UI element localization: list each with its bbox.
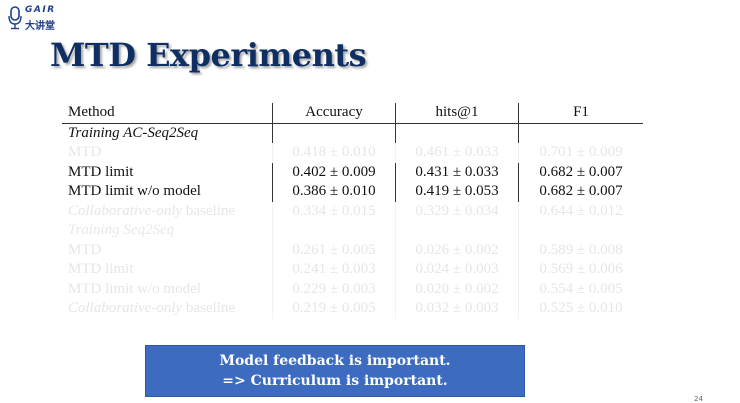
table-row: MTD 0.418 ± 0.010 0.461 ± 0.033 0.701 ± … bbox=[62, 143, 643, 163]
row-method: MTD bbox=[68, 144, 102, 160]
gair-logo: GAIR 大讲堂 bbox=[8, 4, 68, 34]
row-accuracy: 0.402 ± 0.009 bbox=[272, 162, 396, 182]
header-hits1: hits@1 bbox=[395, 103, 519, 124]
row-hits1: 0.431 ± 0.033 bbox=[395, 162, 519, 182]
row-method: Collaborative-only baseline bbox=[68, 300, 236, 316]
section-label: Training AC-Seq2Seq bbox=[68, 124, 199, 141]
row-accuracy: 0.334 ± 0.015 bbox=[272, 201, 396, 221]
results-table: Method Accuracy hits@1 F1 Training AC-Se… bbox=[62, 103, 643, 319]
table-row: Collaborative-only baseline 0.219 ± 0.00… bbox=[62, 299, 643, 319]
row-f1: 0.701 ± 0.009 bbox=[518, 143, 643, 163]
row-f1: 0.682 ± 0.007 bbox=[518, 162, 643, 182]
section-label: Training Seq2Seq bbox=[68, 222, 175, 238]
table-row: MTD 0.261 ± 0.005 0.026 ± 0.002 0.589 ± … bbox=[62, 240, 643, 260]
row-method: MTD limit bbox=[68, 163, 134, 180]
row-f1: 0.682 ± 0.007 bbox=[518, 182, 643, 202]
table-row: MTD limit 0.402 ± 0.009 0.431 ± 0.033 0.… bbox=[62, 162, 643, 182]
page-number: 24 bbox=[694, 395, 703, 403]
callout-line-2: => Curriculum is important. bbox=[222, 373, 448, 389]
row-hits1: 0.329 ± 0.034 bbox=[395, 201, 519, 221]
row-accuracy: 0.261 ± 0.005 bbox=[272, 240, 396, 260]
row-hits1: 0.032 ± 0.003 bbox=[395, 299, 519, 319]
table-row: Collaborative-only baseline 0.334 ± 0.01… bbox=[62, 201, 643, 221]
header-method: Method bbox=[62, 103, 273, 124]
row-accuracy: 0.241 ± 0.003 bbox=[272, 260, 396, 280]
row-accuracy: 0.219 ± 0.005 bbox=[272, 299, 396, 319]
row-accuracy: 0.229 ± 0.003 bbox=[272, 279, 396, 299]
callout-box: Model feedback is important. => Curricul… bbox=[145, 345, 525, 397]
header-f1: F1 bbox=[518, 103, 643, 124]
row-method: Collaborative-only baseline bbox=[68, 202, 236, 219]
row-f1: 0.644 ± 0.012 bbox=[518, 201, 643, 221]
row-f1: 0.554 ± 0.005 bbox=[518, 279, 643, 299]
table-row: MTD limit w/o model 0.386 ± 0.010 0.419 … bbox=[62, 182, 643, 202]
table-header-row: Method Accuracy hits@1 F1 bbox=[62, 103, 643, 124]
table-row: MTD limit w/o model 0.229 ± 0.003 0.020 … bbox=[62, 279, 643, 299]
row-hits1: 0.419 ± 0.053 bbox=[395, 182, 519, 202]
row-hits1: 0.026 ± 0.002 bbox=[395, 240, 519, 260]
microphone-icon bbox=[8, 6, 22, 30]
slide-title: MTD Experiments bbox=[50, 36, 367, 74]
header-accuracy: Accuracy bbox=[272, 103, 396, 124]
row-f1: 0.569 ± 0.006 bbox=[518, 260, 643, 280]
row-hits1: 0.024 ± 0.003 bbox=[395, 260, 519, 280]
row-method: MTD bbox=[68, 241, 102, 258]
row-f1: 0.525 ± 0.010 bbox=[518, 299, 643, 319]
row-method: MTD limit w/o model bbox=[68, 183, 201, 199]
row-f1: 0.589 ± 0.008 bbox=[518, 240, 643, 260]
row-hits1: 0.020 ± 0.002 bbox=[395, 279, 519, 299]
callout-line-1: Model feedback is important. bbox=[219, 353, 451, 369]
row-accuracy: 0.386 ± 0.010 bbox=[272, 182, 396, 202]
section-row: Training AC-Seq2Seq bbox=[62, 123, 643, 143]
logo-brand-en: GAIR bbox=[25, 5, 56, 15]
table-row: MTD limit 0.241 ± 0.003 0.024 ± 0.003 0.… bbox=[62, 260, 643, 280]
row-hits1: 0.461 ± 0.033 bbox=[395, 143, 519, 163]
section-row: Training Seq2Seq bbox=[62, 221, 643, 241]
row-method: MTD limit bbox=[68, 261, 134, 277]
logo-brand-cn: 大讲堂 bbox=[25, 21, 55, 32]
row-method: MTD limit w/o model bbox=[68, 280, 201, 297]
row-accuracy: 0.418 ± 0.010 bbox=[272, 143, 396, 163]
